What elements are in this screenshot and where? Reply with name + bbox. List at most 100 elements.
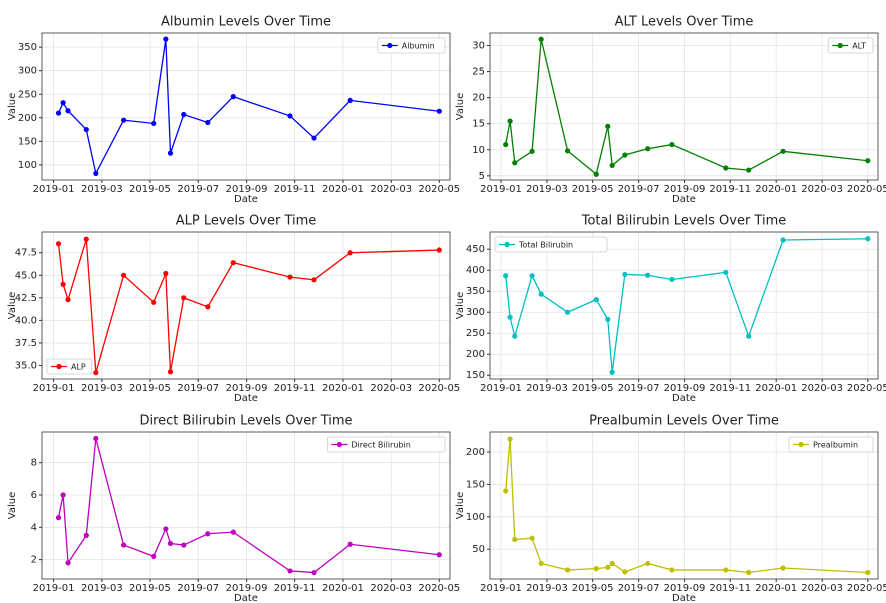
- y-tick-label: 200: [18, 113, 37, 124]
- data-point: [65, 297, 71, 303]
- data-point: [622, 569, 628, 575]
- data-point: [746, 167, 752, 173]
- x-axis-label: Date: [672, 194, 696, 205]
- x-tick-label: 2019-11: [274, 583, 316, 594]
- y-tick-label: 200: [466, 447, 485, 458]
- data-point: [347, 97, 353, 103]
- legend-box: [377, 37, 446, 54]
- data-point: [121, 117, 127, 123]
- data-point: [622, 271, 628, 278]
- y-tick-label: 40.0: [15, 315, 37, 326]
- data-point: [507, 436, 513, 442]
- x-tick-label: 2020-01: [755, 184, 797, 195]
- data-point: [669, 567, 675, 573]
- x-tick-label: 2019-07: [618, 184, 660, 195]
- data-point: [83, 236, 89, 242]
- x-tick-label: 2020-01: [322, 383, 364, 394]
- x-tick-label: 2019-09: [226, 184, 268, 195]
- y-axis-label: Value: [455, 93, 466, 120]
- data-point: [605, 564, 611, 570]
- data-point: [529, 535, 535, 541]
- x-tick-label: 2019-01: [480, 583, 522, 594]
- data-point: [669, 276, 675, 283]
- data-point: [593, 566, 599, 572]
- data-point: [622, 152, 628, 158]
- y-axis-label: Value: [7, 492, 18, 519]
- x-tick-label: 2019-03: [526, 383, 568, 394]
- x-tick-label: 2019-01: [480, 383, 522, 394]
- x-tick-label: 2019-07: [618, 583, 660, 594]
- data-point: [865, 569, 871, 576]
- data-point: [55, 241, 62, 247]
- legend-label: ALT: [852, 42, 866, 51]
- x-tick-label: 2019-01: [33, 583, 75, 594]
- data-point: [723, 165, 729, 171]
- x-tick-label: 2019-03: [81, 184, 123, 195]
- x-tick-label: 2019-09: [226, 583, 268, 594]
- data-point: [512, 160, 518, 166]
- legend-label: Direct Bilirubin: [351, 441, 410, 450]
- data-point: [167, 540, 174, 547]
- y-tick-label: 30: [472, 41, 485, 52]
- data-point: [512, 536, 518, 543]
- data-point: [507, 314, 513, 320]
- plot-frame: [489, 32, 879, 181]
- x-tick-label: 2019-03: [526, 583, 568, 594]
- y-tick-label: 5: [479, 171, 485, 182]
- y-tick-label: 6: [31, 490, 37, 501]
- data-point: [507, 118, 513, 124]
- y-tick-label: 100: [18, 160, 37, 171]
- y-tick-label: 25: [472, 67, 485, 78]
- data-point: [205, 304, 211, 310]
- x-tick-label: 2020-05: [847, 383, 886, 394]
- data-point: [83, 126, 89, 133]
- y-tick-label: 37.5: [15, 338, 37, 349]
- x-tick-label: 2020-05: [418, 383, 460, 394]
- x-tick-label: 2019-03: [526, 184, 568, 195]
- chart-title: Albumin Levels Over Time: [161, 15, 331, 30]
- data-point: [865, 236, 871, 242]
- y-tick-label: 10: [472, 145, 485, 156]
- series-line: [57, 239, 440, 373]
- x-tick-label: 2019-05: [129, 184, 171, 195]
- y-tick-label: 150: [466, 479, 485, 490]
- x-tick-label: 2020-01: [755, 583, 797, 594]
- y-axis-label: Value: [7, 93, 18, 120]
- data-point: [503, 488, 509, 494]
- data-point: [780, 565, 786, 571]
- legend-box: [46, 358, 93, 375]
- data-point: [565, 309, 571, 315]
- data-point: [512, 333, 518, 339]
- data-point: [645, 560, 651, 567]
- legend-marker: [798, 441, 804, 448]
- x-tick-label: 2019-05: [572, 184, 614, 195]
- plot-frame: [489, 231, 879, 380]
- x-tick-label: 2019-05: [572, 383, 614, 394]
- data-point: [538, 560, 544, 567]
- x-tick-label: 2020-03: [801, 583, 843, 594]
- data-point: [60, 492, 66, 498]
- x-tick-label: 2020-03: [801, 184, 843, 195]
- x-tick-label: 2020-05: [418, 583, 460, 594]
- x-tick-label: 2019-07: [177, 583, 219, 594]
- y-tick-label: 42.5: [15, 293, 37, 304]
- data-point: [151, 553, 157, 559]
- x-axis-label: Date: [234, 393, 258, 404]
- data-point: [167, 369, 174, 375]
- data-point: [163, 270, 169, 277]
- data-point: [780, 237, 786, 243]
- y-tick-label: 47.5: [15, 248, 37, 259]
- legend: ALT: [827, 37, 874, 54]
- data-point: [93, 370, 99, 376]
- data-point: [529, 273, 535, 279]
- x-tick-label: 2019-11: [274, 184, 316, 195]
- y-tick-label: 250: [466, 328, 485, 339]
- x-tick-label: 2020-03: [801, 383, 843, 394]
- x-tick-label: 2019-11: [709, 184, 751, 195]
- data-point: [593, 171, 599, 177]
- data-point: [55, 110, 62, 116]
- legend-marker: [56, 363, 62, 370]
- series-line: [505, 39, 868, 176]
- x-tick-label: 2020-05: [847, 583, 886, 594]
- x-tick-label: 2019-03: [81, 383, 123, 394]
